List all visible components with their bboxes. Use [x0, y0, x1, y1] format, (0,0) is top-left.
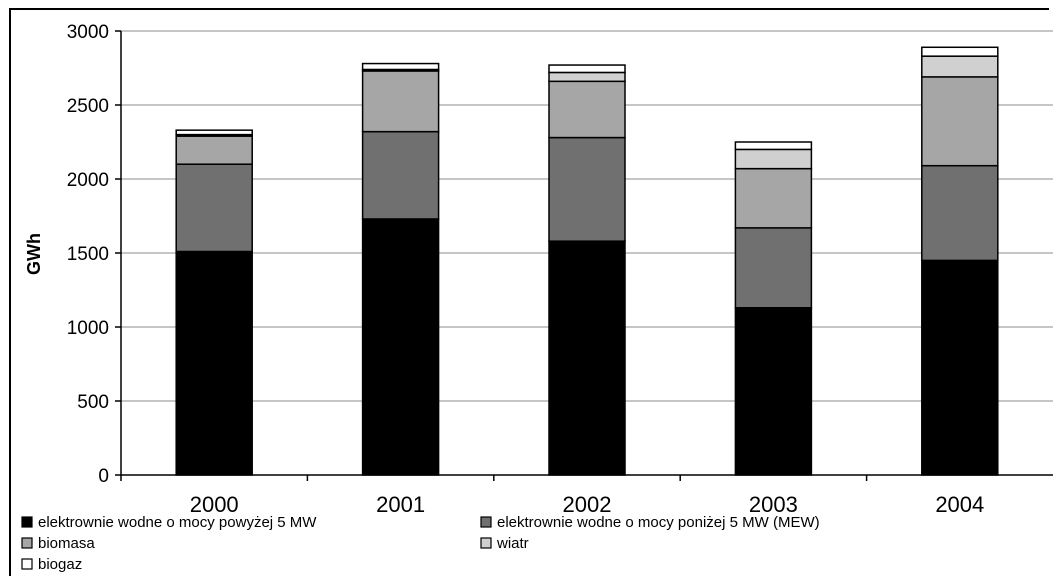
legend: elektrownie wodne o mocy powyżej 5 MW ele… — [21, 514, 820, 573]
bar-segment-4 — [548, 71, 626, 83]
bar-segment-2 — [175, 163, 253, 253]
bar-segment-1 — [548, 240, 626, 476]
x-tick-label: 2002 — [563, 492, 612, 517]
legend-swatch — [21, 558, 33, 570]
axes: 0 500 1000 1500 2000 2500 3000 2000 2001 2002 2003… — [67, 22, 1053, 517]
bar-segment-5 — [548, 64, 626, 74]
bar-segment-5 — [361, 62, 440, 71]
y-tick-label: 500 — [77, 392, 109, 413]
bar-segment-1 — [175, 250, 253, 476]
bar-segment-1 — [734, 307, 813, 476]
x-tick-label: 2004 — [935, 492, 984, 517]
bar-segment-4 — [734, 148, 813, 170]
chart-frame — [9, 8, 1049, 576]
legend-swatch — [21, 516, 33, 528]
y-tick-label: 1500 — [67, 244, 109, 265]
bar-segment-3 — [921, 76, 999, 167]
y-tick-label: 2500 — [67, 96, 109, 117]
x-tick-label: 2003 — [749, 492, 798, 517]
legend-swatch — [480, 516, 492, 528]
y-axis-label: GWh — [24, 233, 44, 275]
legend-label: wiatr — [496, 535, 529, 552]
y-tick-label: 3000 — [67, 22, 109, 43]
bars — [175, 46, 999, 476]
bar-segment-3 — [175, 135, 253, 165]
bar-segment-3 — [361, 70, 440, 133]
legend-label: biomasa — [38, 535, 95, 552]
legend-label: biogaz — [38, 556, 82, 573]
bar-segment-5 — [734, 141, 813, 151]
legend-label: elektrownie wodne o mocy powyżej 5 MW — [38, 514, 317, 531]
x-tick-label: 2000 — [190, 492, 239, 517]
y-tick-label: 2000 — [67, 170, 109, 191]
y-tick-label: 0 — [98, 466, 109, 487]
legend-swatch — [21, 537, 33, 549]
bar-segment-3 — [734, 167, 813, 229]
bar-segment-1 — [921, 259, 999, 476]
bar-segment-2 — [734, 227, 813, 309]
bar-segment-4 — [921, 55, 999, 78]
bar-segment-2 — [361, 130, 440, 220]
bar-segment-1 — [361, 218, 440, 476]
bar-segment-3 — [548, 80, 626, 139]
bar-segment-5 — [175, 129, 253, 136]
bar-segment-2 — [921, 164, 999, 262]
legend-label: elektrownie wodne o mocy poniżej 5 MW (M… — [497, 514, 820, 531]
y-tick-label: 1000 — [67, 318, 109, 339]
x-tick-label: 2001 — [376, 492, 425, 517]
bar-segment-5 — [921, 46, 999, 57]
legend-swatch — [480, 537, 492, 549]
bar-segment-2 — [548, 136, 626, 242]
